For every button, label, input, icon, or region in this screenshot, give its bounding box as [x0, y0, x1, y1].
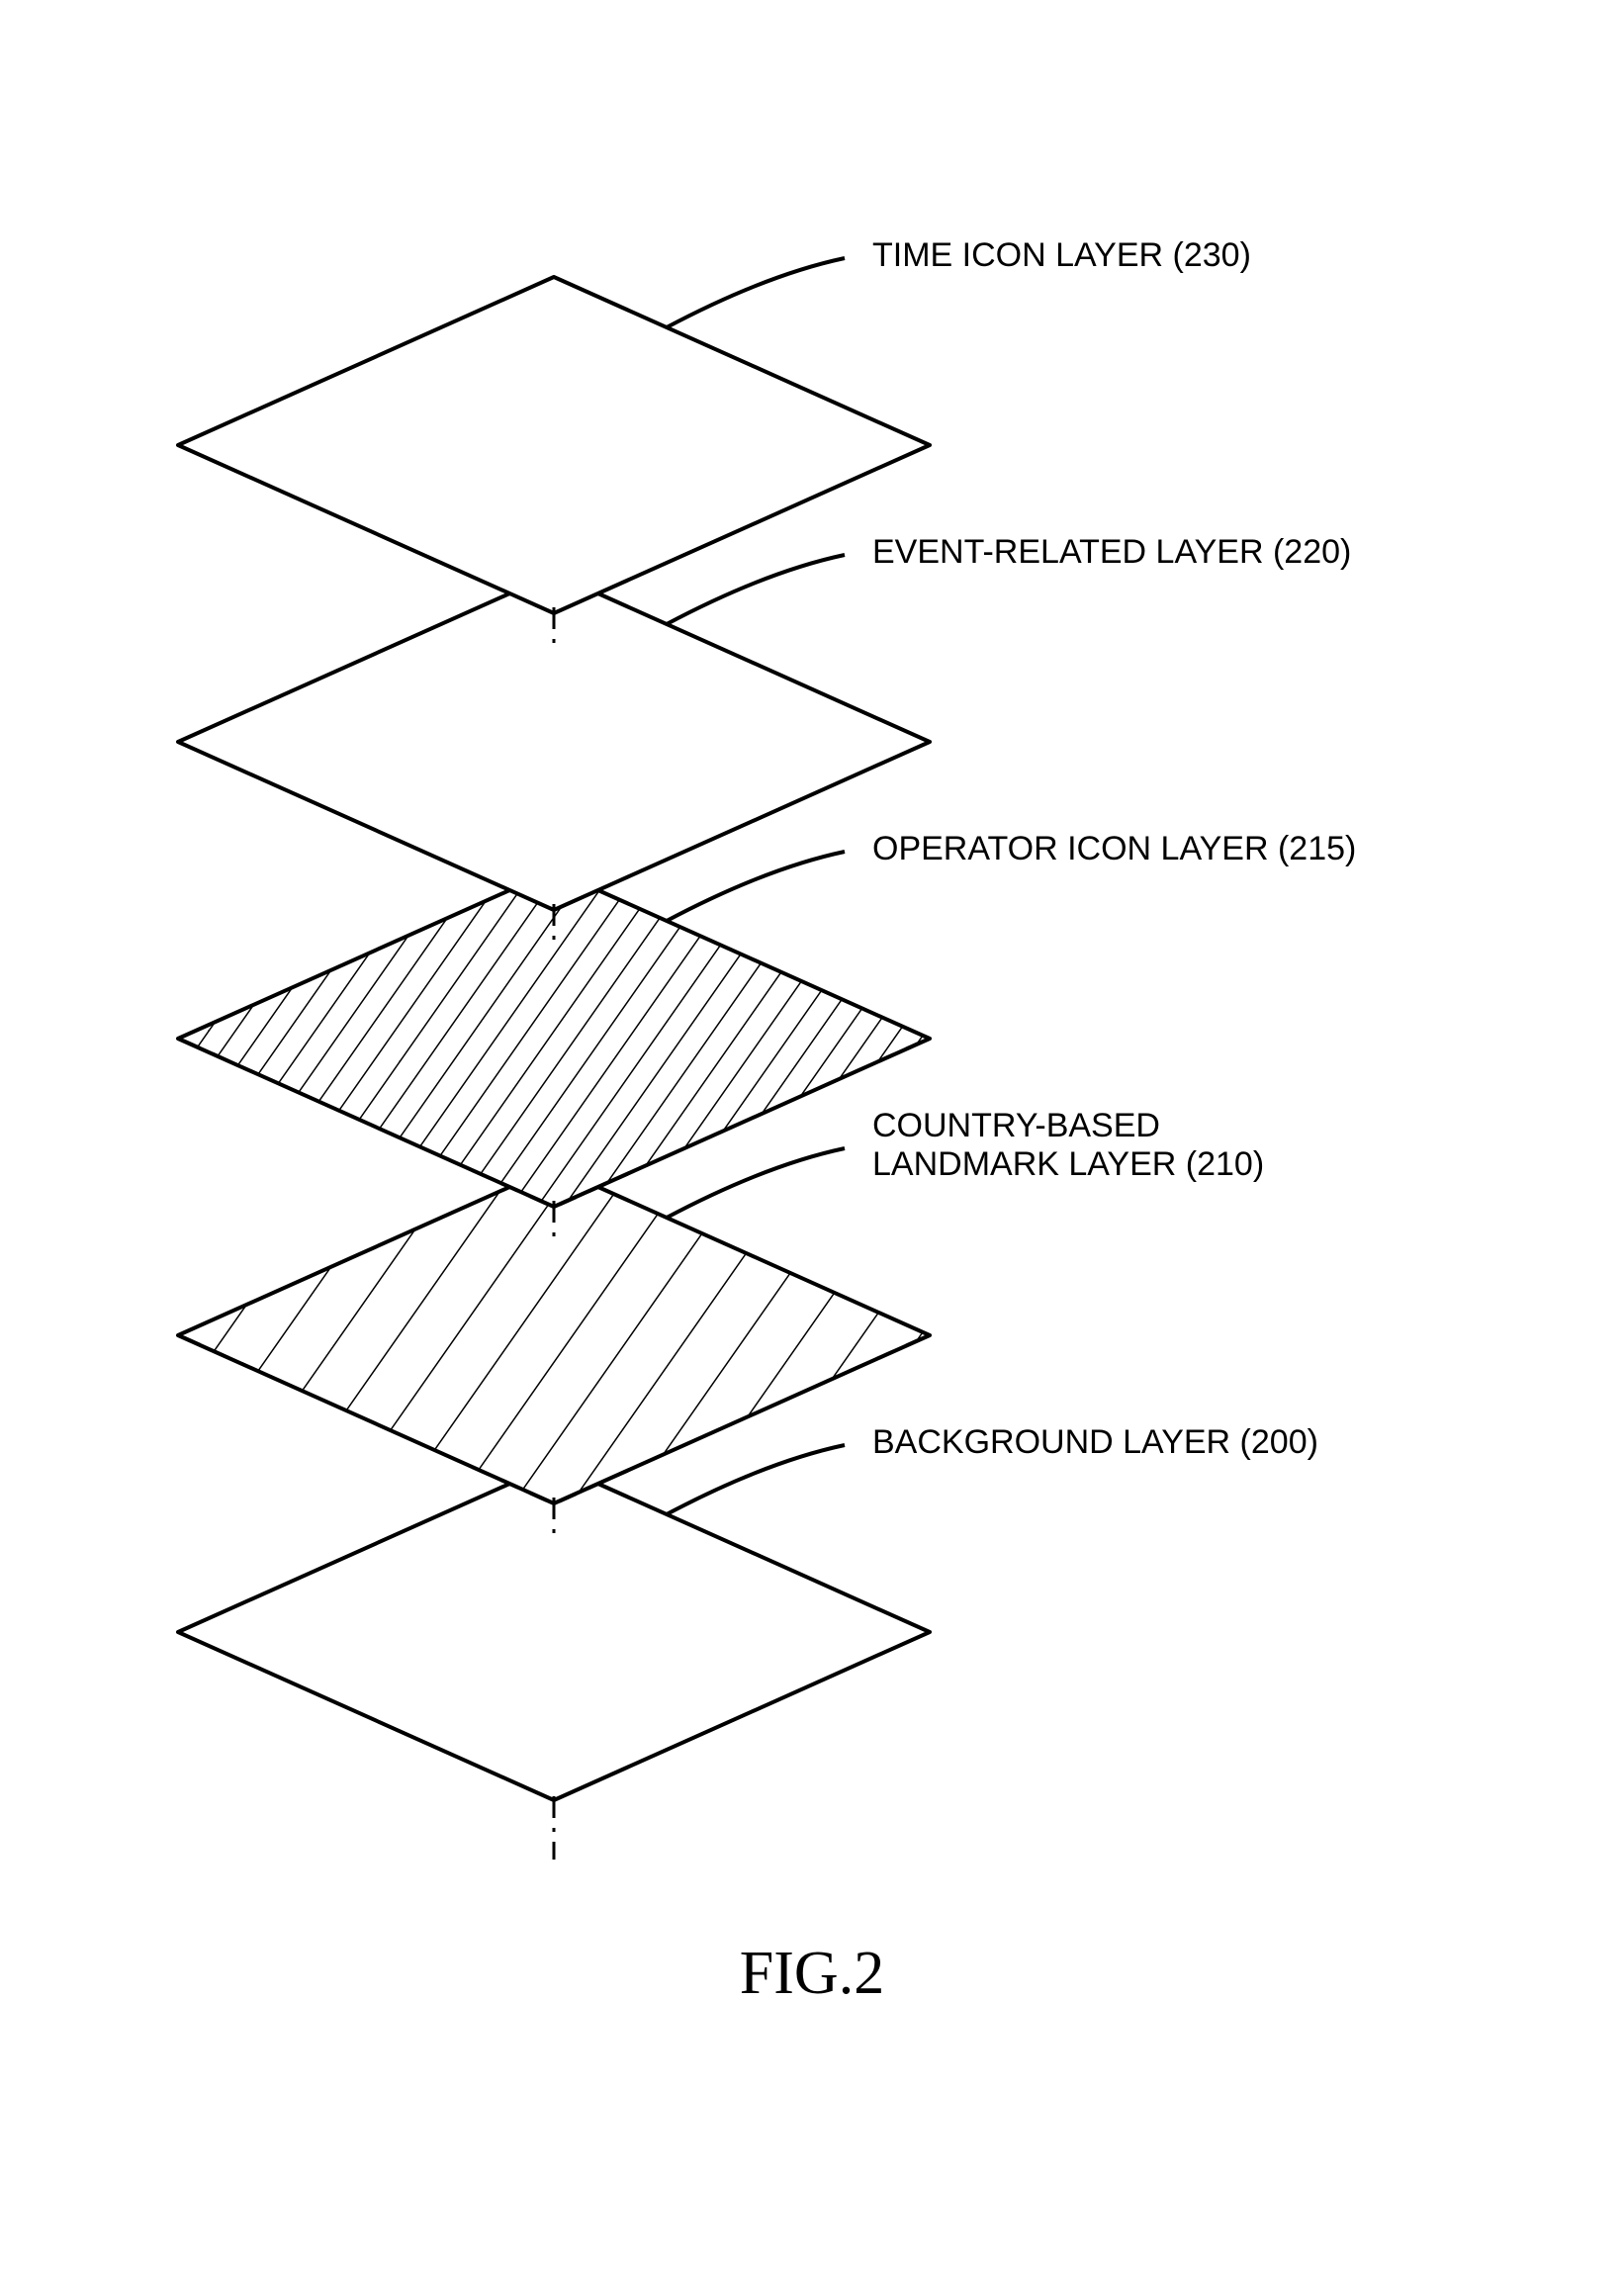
leader-event: [667, 555, 845, 624]
label-event: EVENT-RELATED LAYER (220): [872, 533, 1351, 572]
figure-caption: FIG.2: [0, 1939, 1624, 2009]
leader-operator: [667, 852, 845, 921]
leader-background: [667, 1445, 845, 1514]
label-time: TIME ICON LAYER (230): [872, 236, 1251, 275]
leader-country: [667, 1148, 845, 1218]
label-operator: OPERATOR ICON LAYER (215): [872, 830, 1356, 868]
label-country: COUNTRY-BASED LANDMARK LAYER (210): [872, 1107, 1264, 1184]
layer-diagram: [0, 0, 1624, 2272]
label-background: BACKGROUND LAYER (200): [872, 1423, 1318, 1462]
leader-time: [667, 258, 845, 327]
